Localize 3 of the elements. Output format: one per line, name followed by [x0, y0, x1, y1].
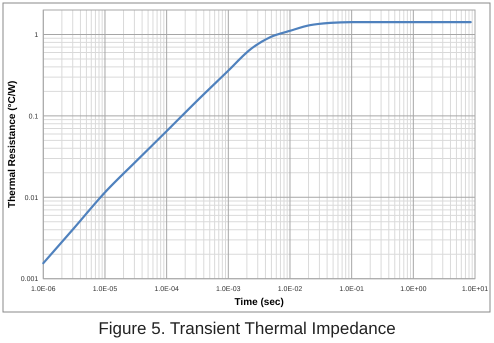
- x-axis-title: Time (sec): [234, 297, 284, 308]
- y-axis-title: Thermal Resistance (°C/W): [7, 80, 18, 208]
- caption: Figure 5. Transient Thermal Impedance: [98, 319, 396, 338]
